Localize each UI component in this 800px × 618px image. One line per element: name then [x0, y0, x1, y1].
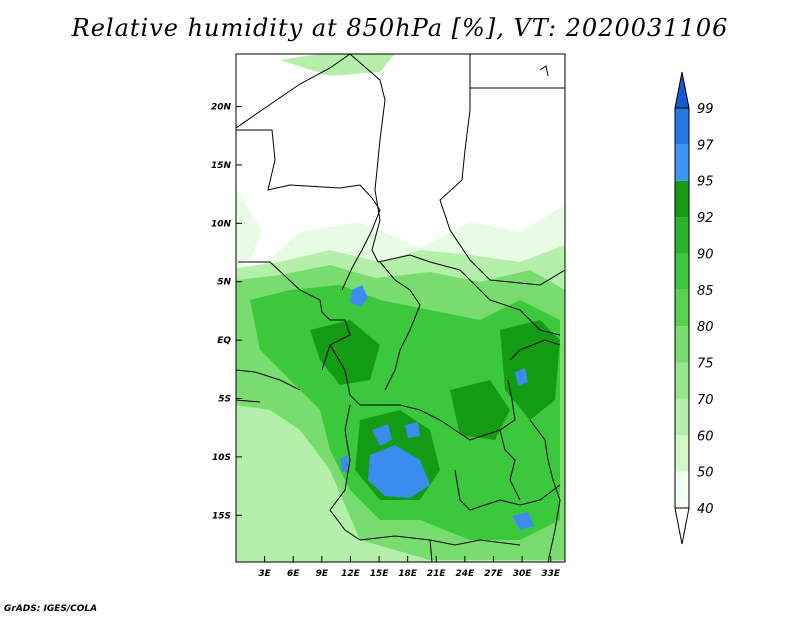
latitude-axis: 20N 15N 10N 5N EQ 5S 10S 15S [211, 103, 242, 521]
colorbar-label: 99 [697, 102, 714, 117]
lat-tick-label: 15N [211, 161, 232, 171]
rh-95-region [515, 368, 528, 386]
rh-95-region [368, 445, 430, 498]
border-line [429, 539, 433, 562]
rh-92-region [310, 320, 380, 385]
rh-92-region [450, 380, 510, 440]
colorbar-frame [674, 107, 690, 509]
border-line [439, 54, 565, 286]
colorbar-segment [675, 180, 689, 218]
colorbar-segment [675, 108, 689, 145]
lat-tick-label: 20N [211, 103, 232, 113]
lon-tick-label: 12E [341, 569, 361, 579]
colorbar-label: 40 [697, 502, 714, 517]
colorbar-label: 92 [697, 211, 714, 226]
lon-tick-label: 21E [427, 569, 447, 579]
grads-credit: GrADS: IGES/COLA [4, 604, 98, 614]
border-line [236, 54, 351, 129]
lat-tick-label: 10S [212, 453, 231, 463]
border-line [454, 469, 561, 511]
rh-95-region [512, 512, 534, 530]
colorbar-label: 90 [697, 247, 714, 262]
border-line [507, 379, 516, 421]
colorbar-segment [675, 362, 689, 399]
lat-tick-label: 5S [218, 395, 231, 405]
lat-tick-label: 15S [212, 511, 231, 521]
border-line [509, 339, 561, 361]
colorbar-segment [675, 398, 689, 436]
colorbar-segment [675, 435, 689, 472]
border-line [379, 261, 421, 391]
rh-95-region [372, 424, 392, 446]
border-line [236, 399, 261, 403]
border-line [529, 419, 561, 562]
border-line [238, 261, 323, 313]
border-line [236, 129, 373, 199]
colorbar-label: 60 [697, 429, 714, 444]
border-line [349, 54, 386, 263]
colorbar-segment [675, 144, 689, 181]
colorbar-segment [675, 217, 689, 254]
border-line [499, 429, 521, 501]
country-borders [236, 54, 565, 562]
longitude-axis: 3E 6E 9E 12E 15E 18E 21E 24E 27E 30E 33E [258, 556, 561, 579]
rh-92-region [500, 320, 560, 420]
colorbar-label: 97 [697, 138, 714, 153]
map-frame [235, 53, 566, 563]
border-line [329, 344, 516, 441]
border-line [539, 65, 549, 77]
colorbar-low-arrow [674, 507, 690, 545]
colorbar-label: 75 [697, 357, 714, 372]
humidity-field [236, 54, 565, 562]
colorbar-segment [675, 289, 689, 327]
lat-tick-label: 10N [211, 219, 232, 229]
rh-60-region [280, 54, 395, 76]
colorbar-segment [675, 326, 689, 363]
rh-95-region [340, 456, 350, 472]
border-line [329, 404, 361, 541]
rh-40-region [236, 190, 262, 262]
border-line [321, 311, 351, 371]
colorbar-label: 95 [697, 175, 714, 190]
border-line [359, 535, 521, 546]
colorbar-segment [675, 253, 689, 290]
colorbar-label: 85 [697, 284, 714, 299]
lon-tick-label: 18E [398, 569, 418, 579]
lat-tick-label: EQ [217, 336, 231, 346]
border-line [341, 197, 381, 291]
map-title: Relative humidity at 850hPa [%], VT: 202… [71, 14, 729, 42]
lon-tick-label: 3E [258, 569, 271, 579]
lon-tick-label: 6E [287, 569, 300, 579]
border-line [236, 369, 301, 391]
rh-95-region [350, 285, 368, 307]
lon-tick-label: 27E [484, 569, 504, 579]
rh-95-region [405, 422, 420, 438]
lon-tick-label: 9E [316, 569, 329, 579]
colorbar-label: 70 [697, 393, 714, 408]
lat-tick-label: 5N [217, 278, 231, 288]
lon-tick-label: 24E [456, 569, 476, 579]
colorbar-label: 50 [697, 466, 714, 481]
lon-tick-label: 30E [513, 569, 533, 579]
colorbar-segment [675, 471, 689, 508]
border-line [377, 254, 561, 336]
colorbar-label: 80 [697, 320, 714, 335]
lon-tick-label: 33E [541, 569, 561, 579]
lon-tick-label: 15E [370, 569, 390, 579]
colorbar-high-arrow [674, 71, 690, 109]
colorbar: 40 50 60 70 75 80 85 90 92 95 97 99 [674, 71, 714, 545]
